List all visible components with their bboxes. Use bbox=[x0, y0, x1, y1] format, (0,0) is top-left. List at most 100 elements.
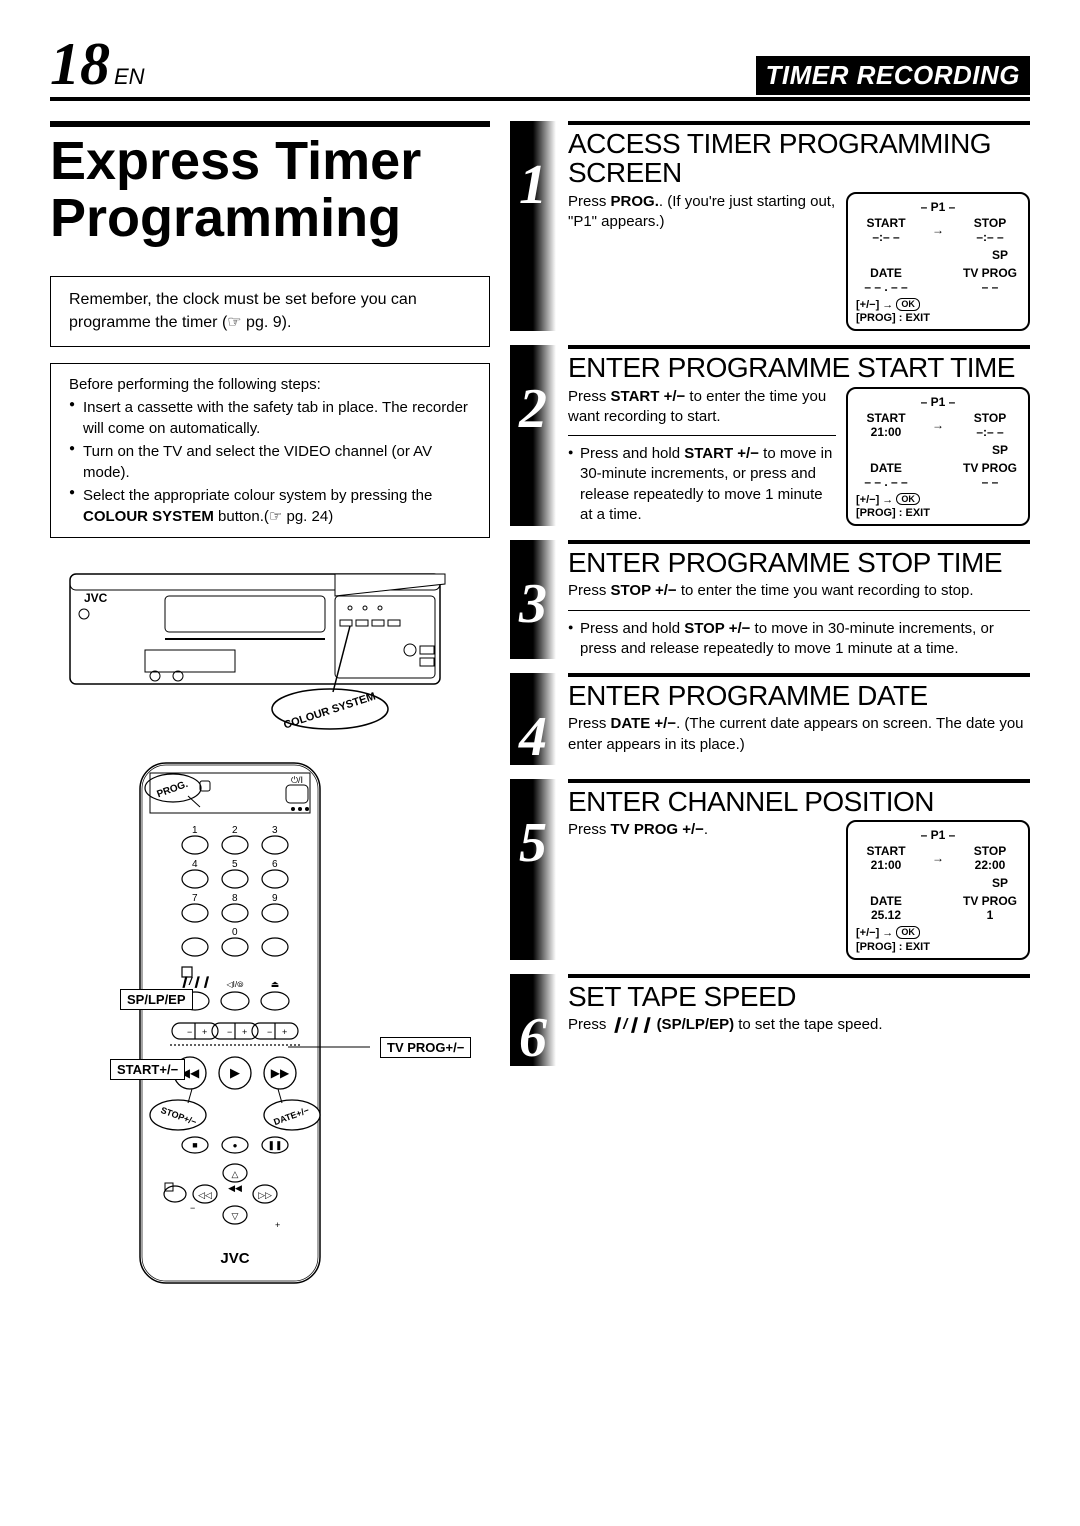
prep-item: Turn on the TV and select the VIDEO chan… bbox=[69, 441, 471, 483]
step-title: ENTER CHANNEL POSITION bbox=[568, 787, 1030, 816]
lcd-p: – P1 – bbox=[856, 395, 1020, 409]
svg-text:●: ● bbox=[233, 1141, 238, 1150]
svg-text:❚❚: ❚❚ bbox=[267, 1140, 282, 1151]
lcd-stop-val: –:– – bbox=[976, 230, 1003, 244]
svg-text:◀◀: ◀◀ bbox=[228, 1183, 242, 1193]
svg-text:3: 3 bbox=[272, 825, 278, 836]
svg-text:▽: ▽ bbox=[232, 1211, 239, 1221]
svg-text:+: + bbox=[242, 1027, 247, 1037]
tv-prog-pm-label: TV PROG+/− bbox=[380, 1037, 471, 1058]
page-number-suffix: EN bbox=[114, 64, 145, 89]
prep-item: Insert a cassette with the safety tab in… bbox=[69, 397, 471, 439]
svg-text:◁◁: ◁◁ bbox=[198, 1190, 212, 1200]
header-rule bbox=[50, 97, 1030, 101]
svg-text:8: 8 bbox=[232, 893, 238, 904]
lcd-box: – P1 – START–:– – → STOP–:– – SP DATE– –… bbox=[846, 192, 1030, 331]
step-number: 4 bbox=[519, 709, 547, 765]
start-pm-label: START+/− bbox=[110, 1059, 185, 1080]
step-text: Press TV PROG +/−. bbox=[568, 820, 836, 959]
svg-text:5: 5 bbox=[232, 859, 238, 870]
svg-text:⏻/I: ⏻/I bbox=[291, 775, 303, 785]
step-text: Press STOP +/− to enter the time you wan… bbox=[568, 581, 1030, 659]
svg-text:△: △ bbox=[232, 1169, 239, 1179]
prep-intro: Before performing the following steps: bbox=[69, 376, 321, 393]
svg-text:▷▷: ▷▷ bbox=[258, 1190, 272, 1200]
step-title: ENTER PROGRAMME START TIME bbox=[568, 353, 1030, 382]
svg-text:7: 7 bbox=[192, 893, 198, 904]
vcr-illustration: JVC bbox=[50, 554, 490, 759]
step-4: 4 ENTER PROGRAMME DATE Press DATE +/−. (… bbox=[510, 673, 1030, 765]
lcd-arrow-icon: → bbox=[932, 851, 944, 865]
vcr-svg: JVC bbox=[50, 554, 460, 754]
svg-text:+: + bbox=[275, 1220, 280, 1230]
step-number: 6 bbox=[519, 1010, 547, 1066]
step-text: Press START +/− to enter the time you wa… bbox=[568, 387, 836, 526]
sp-lp-ep-label: SP/LP/EP bbox=[120, 989, 193, 1010]
prep-item-text: Insert a cassette with the safety tab in… bbox=[83, 399, 468, 437]
svg-text:4: 4 bbox=[192, 859, 198, 870]
svg-text:−: − bbox=[187, 1027, 192, 1037]
svg-text:▶▶: ▶▶ bbox=[271, 1066, 290, 1080]
lcd-start-val: –:– – bbox=[872, 230, 899, 244]
prep-item-text: Select the appropriate colour system by … bbox=[83, 487, 432, 525]
lcd-sp: SP bbox=[856, 248, 1008, 262]
lcd-box: – P1 – START21:00 → STOP22:00 SP DATE25.… bbox=[846, 820, 1030, 959]
svg-text:9: 9 bbox=[272, 893, 278, 904]
step-5: 5 ENTER CHANNEL POSITION Press TV PROG +… bbox=[510, 779, 1030, 960]
ok-icon: OK bbox=[896, 493, 920, 506]
step-title: ENTER PROGRAMME STOP TIME bbox=[568, 548, 1030, 577]
svg-text:▶: ▶ bbox=[230, 1065, 240, 1080]
right-column: 1 ACCESS TIMER PROGRAMMING SCREEN Press … bbox=[510, 121, 1030, 1318]
step-text: Press DATE +/−. (The current date appear… bbox=[568, 714, 1030, 755]
step-number: 1 bbox=[519, 157, 547, 213]
svg-text:❙/❙❙: ❙/❙❙ bbox=[180, 976, 211, 988]
step-title: ENTER PROGRAMME DATE bbox=[568, 681, 1030, 710]
step-title: SET TAPE SPEED bbox=[568, 982, 1030, 1011]
step-1: 1 ACCESS TIMER PROGRAMMING SCREEN Press … bbox=[510, 121, 1030, 331]
step-text: Press ❙/❙❙ (SP/LP/EP) to set the tape sp… bbox=[568, 1015, 1030, 1035]
lcd-tvprog-val: – – bbox=[982, 280, 999, 294]
svg-text:+: + bbox=[202, 1027, 207, 1037]
page-header: 18EN TIMER RECORDING bbox=[50, 30, 1030, 99]
step-title: ACCESS TIMER PROGRAMMING SCREEN bbox=[568, 129, 1030, 188]
svg-text:6: 6 bbox=[272, 859, 278, 870]
step-3: 3 ENTER PROGRAMME STOP TIME Press STOP +… bbox=[510, 540, 1030, 659]
lcd-p: – P1 – bbox=[856, 828, 1020, 842]
step-number: 5 bbox=[519, 815, 547, 871]
prep-box: Before performing the following steps: I… bbox=[50, 363, 490, 538]
vcr-brand-text: JVC bbox=[84, 591, 108, 605]
remote-brand-text: JVC bbox=[220, 1250, 249, 1267]
step-6: 6 SET TAPE SPEED Press ❙/❙❙ (SP/LP/EP) t… bbox=[510, 974, 1030, 1066]
reminder-text: Remember, the clock must be set before y… bbox=[69, 291, 417, 330]
svg-text:−: − bbox=[190, 1203, 195, 1213]
lcd-arrow-icon: → bbox=[932, 223, 944, 237]
lcd-stop-label: STOP bbox=[974, 216, 1006, 230]
lcd-footer: [+/−] → OK[PROG] : EXIT bbox=[856, 298, 1020, 325]
lcd-start-label: START bbox=[866, 216, 905, 230]
svg-text:+: + bbox=[282, 1027, 287, 1037]
lcd-box: – P1 – START21:00 → STOP–:– – SP DATE– –… bbox=[846, 387, 1030, 526]
page-number: 18 bbox=[50, 31, 110, 97]
reminder-box: Remember, the clock must be set before y… bbox=[50, 276, 490, 347]
svg-text:⏏: ⏏ bbox=[271, 979, 280, 989]
svg-text:−: − bbox=[267, 1027, 272, 1037]
left-column: Express Timer Programming Remember, the … bbox=[50, 121, 490, 1318]
lcd-p: – P1 – bbox=[856, 200, 1020, 214]
prep-item: Select the appropriate colour system by … bbox=[69, 485, 471, 527]
step-number: 2 bbox=[519, 381, 547, 437]
lcd-date-label: DATE bbox=[870, 266, 902, 280]
svg-text:1: 1 bbox=[192, 825, 198, 836]
svg-text:0: 0 bbox=[232, 927, 238, 938]
header-title: TIMER RECORDING bbox=[756, 56, 1031, 95]
svg-text:2: 2 bbox=[232, 825, 238, 836]
lcd-date-val: – – . – – bbox=[864, 280, 907, 294]
svg-text:◁I/⦾: ◁I/⦾ bbox=[227, 980, 245, 989]
lcd-arrow-icon: → bbox=[932, 418, 944, 432]
ok-icon: OK bbox=[896, 298, 920, 311]
svg-text:■: ■ bbox=[192, 1140, 197, 1150]
step-text: Press PROG.. (If you're just starting ou… bbox=[568, 192, 836, 331]
remote-illustration: SP/LP/EP START+/− TV PROG+/− PROG. ⏻/I bbox=[50, 753, 490, 1318]
svg-text:−: − bbox=[227, 1027, 232, 1037]
prep-item-text: Turn on the TV and select the VIDEO chan… bbox=[83, 443, 432, 481]
main-title: Express Timer Programming bbox=[50, 121, 490, 246]
